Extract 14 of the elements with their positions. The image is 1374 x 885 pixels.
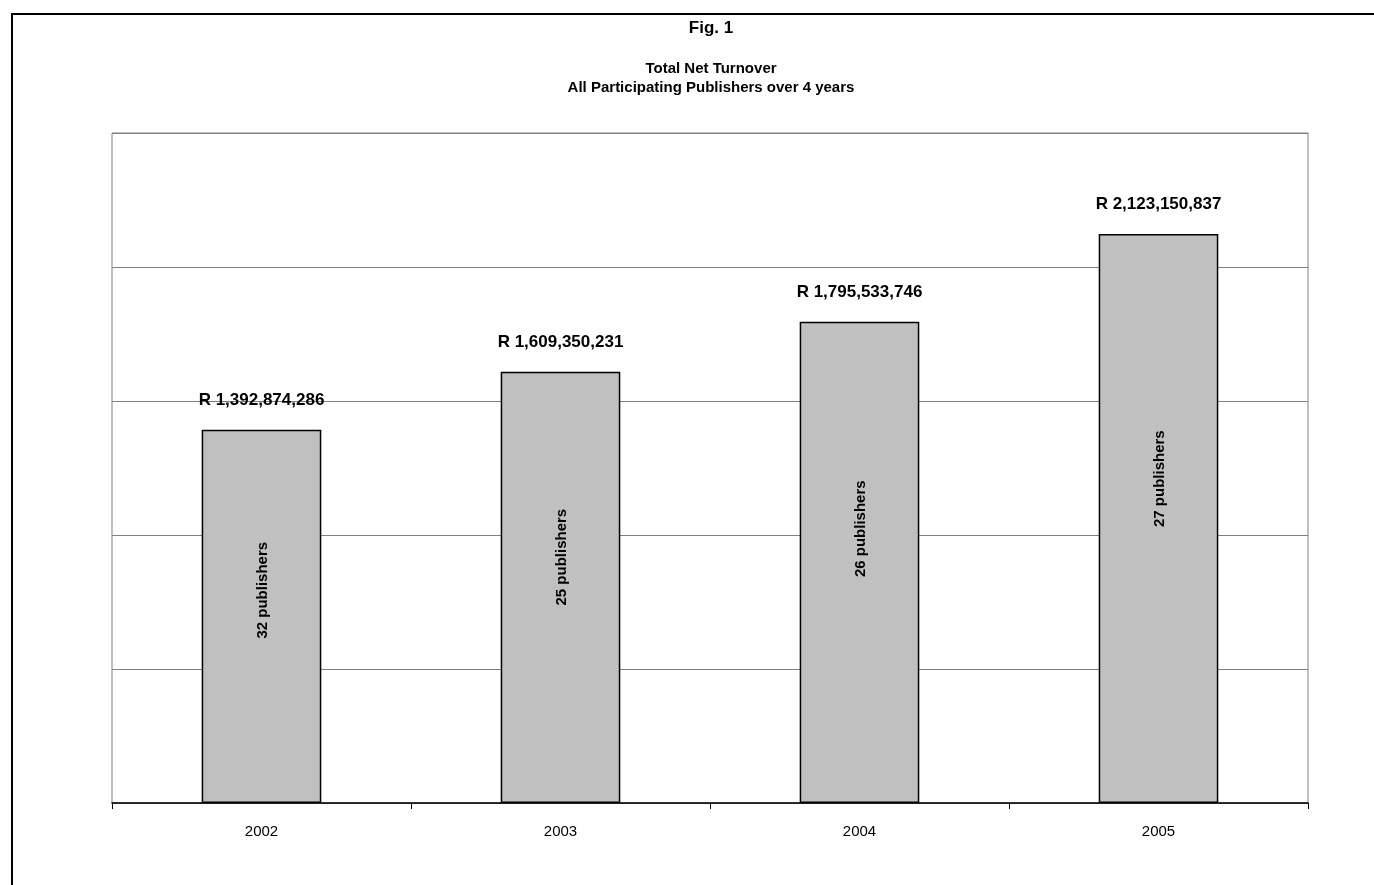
data-label: R 1,609,350,231 xyxy=(497,331,624,351)
x-tick-label: 2004 xyxy=(842,822,877,839)
annotation: 27 publishers xyxy=(1150,430,1167,528)
x-tick-label: 2003 xyxy=(543,822,578,839)
data-label: R 2,123,150,837 xyxy=(1095,194,1222,213)
x-tick-label: 2002 xyxy=(244,822,279,839)
annotation: 32 publishers xyxy=(253,541,270,639)
chart-subtitle: Total Net Turnover All Participating Publishers over 4 years xyxy=(567,59,855,95)
data-label: R 1,795,533,746 xyxy=(796,281,923,301)
annotation: 25 publishers xyxy=(552,508,569,606)
chart-title: Fig. 1 xyxy=(688,18,734,37)
x-tick-label: 2005 xyxy=(1141,822,1176,839)
data-label: R 1,392,874,286 xyxy=(198,389,325,409)
annotation: 26 publishers xyxy=(851,480,868,578)
